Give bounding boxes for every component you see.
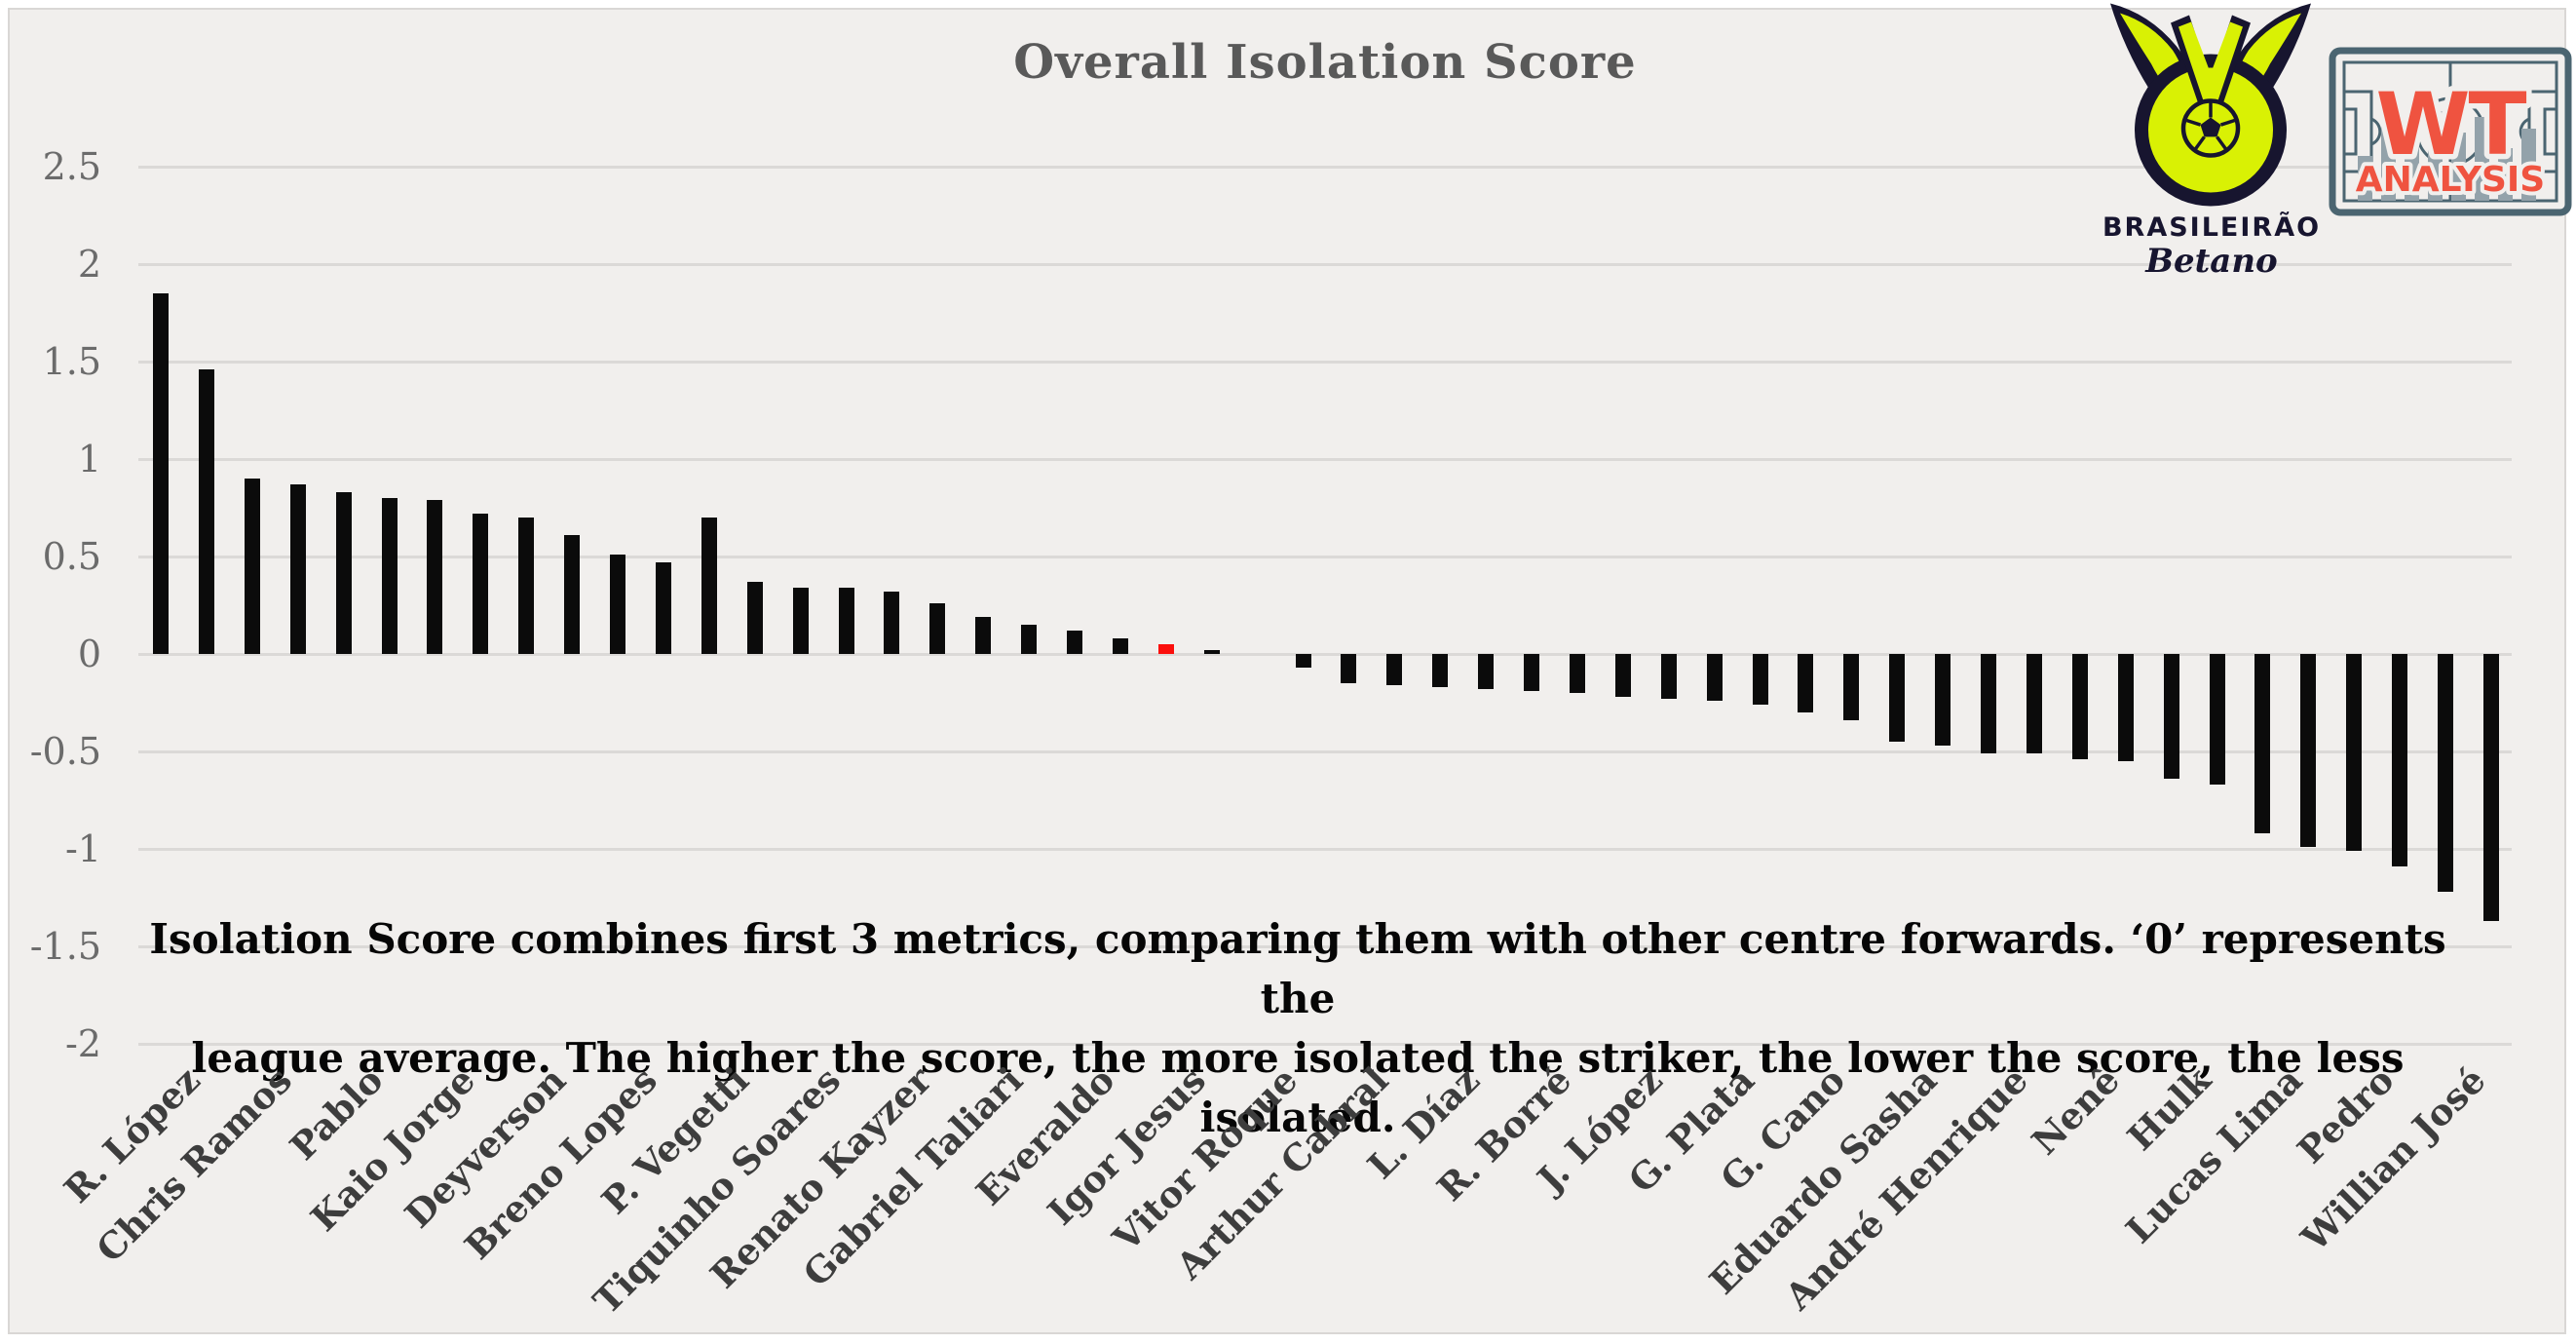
bar-Willian José xyxy=(2438,654,2453,892)
bar-Eduardo Sasha xyxy=(1889,654,1906,742)
y-axis-tick-label: -1.5 xyxy=(29,925,101,968)
bar-unlabeled xyxy=(198,369,214,654)
bar-Kaio Jorge xyxy=(427,500,443,654)
y-axis-tick-label: 1.5 xyxy=(42,340,101,383)
bar-Pablo xyxy=(335,492,352,654)
wt-logo-top-text: WT xyxy=(2375,74,2526,174)
annotation-text: Isolation Score combines first 3 metrics… xyxy=(119,909,2477,1147)
bar-unlabeled xyxy=(1112,638,1128,654)
bar-Arthur Cabral xyxy=(1341,654,1357,683)
bar-unlabeled xyxy=(1660,654,1677,699)
bar-G. Plata xyxy=(1706,654,1723,701)
y-axis-tick-label: -2 xyxy=(64,1022,101,1065)
bar-unlabeled xyxy=(1843,654,1860,720)
bar-unlabeled xyxy=(1386,654,1403,685)
bar-unlabeled xyxy=(2117,654,2134,761)
bar-Hulk xyxy=(2163,654,2179,779)
gridline xyxy=(138,1043,2512,1046)
bar-Breno Lopes xyxy=(610,555,625,654)
y-axis-tick-label: -1 xyxy=(64,827,101,870)
wt-logo-bottom-text: ANALYSIS xyxy=(2356,160,2546,200)
brasileirao-sponsor-text: Betano xyxy=(2145,242,2278,281)
bar-unlabeled xyxy=(564,535,581,654)
chart-title: Overall Isolation Score xyxy=(1013,35,1637,90)
bar-L. Díaz xyxy=(1432,654,1449,687)
bar-unlabeled xyxy=(1569,654,1585,693)
bar-unlabeled xyxy=(1935,654,1951,746)
bar-unlabeled xyxy=(929,603,946,654)
y-axis-tick-label: 2.5 xyxy=(42,145,101,188)
annotation-line-2: league average. The higher the score, th… xyxy=(191,1034,2405,1141)
bar-unlabeled xyxy=(1021,625,1038,654)
bar-Igor Jesus xyxy=(1157,644,1174,654)
y-axis-tick-label: 0.5 xyxy=(42,535,101,578)
y-axis-tick-label: 1 xyxy=(77,438,101,480)
y-axis-tick-label: -0.5 xyxy=(29,730,101,773)
bar-unlabeled xyxy=(2392,654,2408,866)
gridline xyxy=(138,166,2512,169)
zero-gridline xyxy=(138,653,2512,656)
gridline xyxy=(138,556,2512,558)
bar-unlabeled xyxy=(289,484,306,654)
bar-Lucas Lima xyxy=(2254,654,2271,833)
bar-Gabriel Taliari xyxy=(975,617,992,654)
bar-unlabeled xyxy=(2482,654,2499,921)
bar-unlabeled xyxy=(2300,654,2317,847)
gridline xyxy=(138,848,2512,851)
bar-unlabeled xyxy=(1752,654,1768,705)
gridline xyxy=(138,361,2512,364)
bar-André Henrique xyxy=(1981,654,1996,753)
mini-bar-chart-icon xyxy=(2358,111,2536,201)
bar-Tiquinho Soares xyxy=(792,588,809,654)
gridline xyxy=(138,945,2512,948)
gridline xyxy=(138,750,2512,753)
y-axis-tick-label: 2 xyxy=(77,243,101,286)
bar-R. López xyxy=(153,293,169,654)
annotation-line-1: Isolation Score combines first 3 metrics… xyxy=(149,915,2446,1022)
y-axis-tick-label: 0 xyxy=(77,633,101,675)
bar-unlabeled xyxy=(2209,654,2225,785)
brasileirao-league-text: BRASILEIRÃO xyxy=(2102,212,2322,243)
bar-unlabeled xyxy=(1203,650,1220,654)
bar-Deyverson xyxy=(518,518,535,654)
bar-R. Borré xyxy=(1524,654,1539,691)
bar-unlabeled xyxy=(2026,654,2042,753)
bar-unlabeled xyxy=(838,588,854,654)
bar-Chris Ramos xyxy=(244,479,260,654)
bar-P. Vegetti xyxy=(701,518,717,654)
soccer-ball-icon xyxy=(2180,98,2241,158)
bar-Pedro xyxy=(2346,654,2363,851)
bar-Renato Kayzer xyxy=(884,592,900,654)
bar-G. Cano xyxy=(1798,654,1814,712)
bar-Nenê xyxy=(2071,654,2088,759)
chart-canvas xyxy=(8,8,2566,1334)
bar-unlabeled xyxy=(746,582,763,654)
bar-unlabeled xyxy=(655,562,671,654)
brasileirao-crest-logo xyxy=(2110,3,2311,207)
bar-unlabeled xyxy=(381,498,398,654)
bar-J. López xyxy=(1614,654,1631,697)
bar-unlabeled xyxy=(473,514,489,654)
bar-unlabeled xyxy=(1295,654,1311,668)
bar-unlabeled xyxy=(1478,654,1495,689)
pitch-icon xyxy=(2342,60,2558,203)
gridline xyxy=(138,263,2512,266)
gridline xyxy=(138,458,2512,461)
wt-analysis-logo: WT ANALYSIS xyxy=(2329,47,2572,216)
bar-Everaldo xyxy=(1067,631,1082,654)
